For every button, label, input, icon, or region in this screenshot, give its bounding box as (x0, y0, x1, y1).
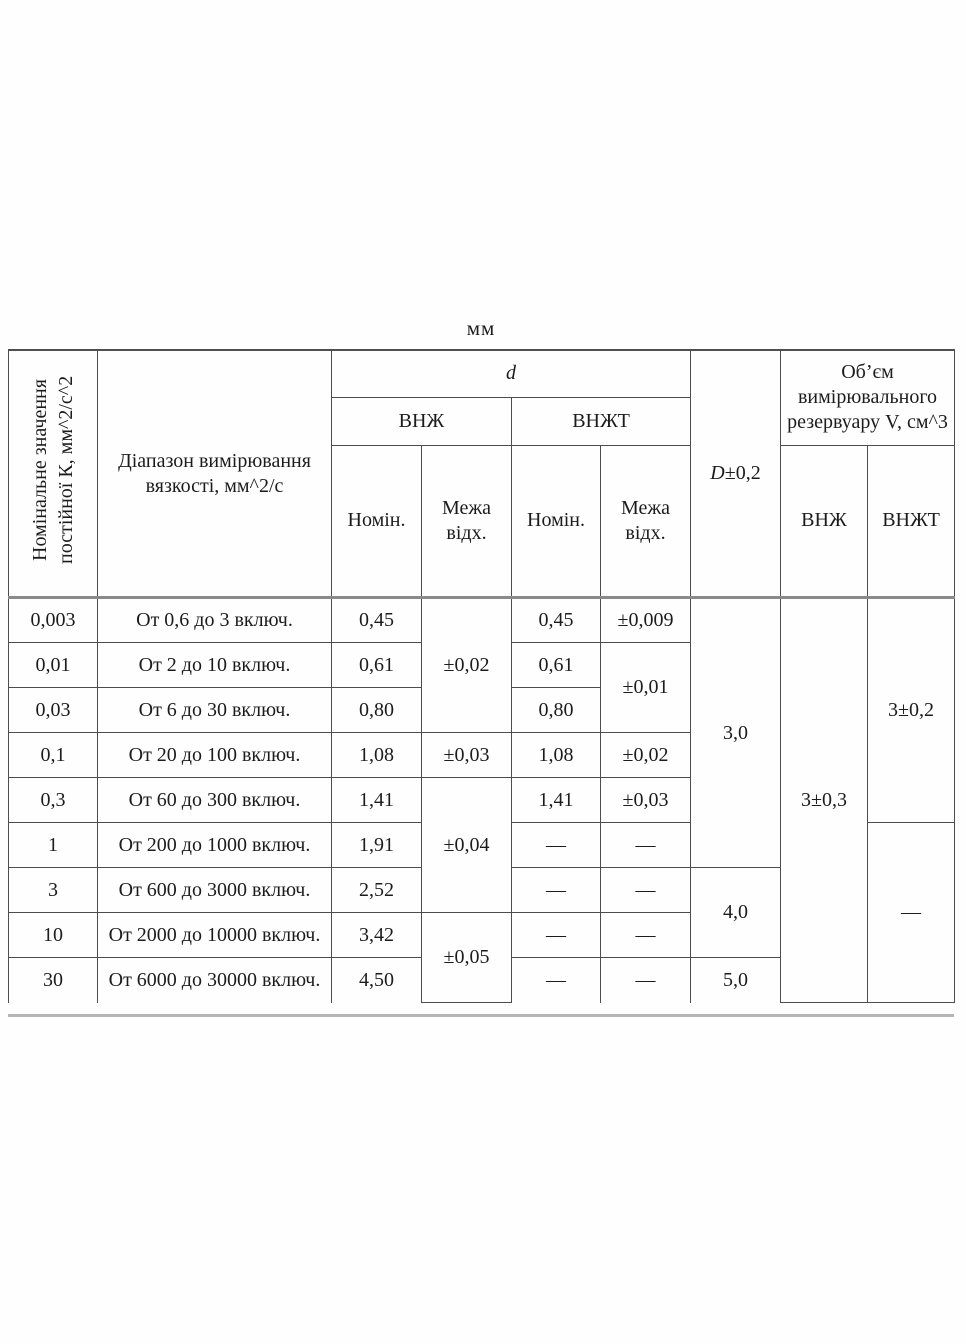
cell-k: 0,1 (8, 732, 98, 778)
cell-vnzht-deviation: — (600, 822, 691, 868)
cell-vnzh-nominal: 0,61 (331, 642, 422, 688)
cell-vnzht-nominal: 0,80 (511, 687, 601, 733)
viscometer-spec-table: Номінальне значення постійної К, мм^2/с^… (8, 349, 956, 1003)
column-header-volume-vnzht: ВНЖТ (866, 444, 956, 600)
cell-volume-vnzh: 3±0,3 (780, 597, 868, 1003)
cell-k: 30 (8, 957, 98, 1003)
cell-vnzh-nominal: 2,52 (331, 867, 422, 913)
diameter-symbol: D (710, 462, 725, 484)
cell-vnzht-nominal: 1,08 (511, 732, 601, 778)
cell-vnzht-deviation: ±0,03 (600, 777, 691, 823)
cell-vnzht-nominal: — (511, 867, 601, 913)
cell-vnzh-nominal: 0,45 (331, 597, 422, 643)
cell-vnzh-nominal: 1,91 (331, 822, 422, 868)
cell-range: От 600 до 3000 включ. (97, 867, 332, 913)
cell-k: 0,3 (8, 777, 98, 823)
cell-diameter: 3,0 (690, 597, 781, 868)
table-row: 3 От 600 до 3000 включ. 2,52 — — 4,0 (8, 867, 955, 958)
cell-range: От 0,6 до 3 включ. (97, 597, 332, 643)
column-header-vnzh-nominal: Номін. (331, 444, 422, 600)
cell-vnzh-nominal: 0,80 (331, 687, 422, 733)
cell-range: От 60 до 300 включ. (97, 777, 332, 823)
column-header-volume-vnzh: ВНЖ (780, 444, 868, 600)
cell-k: 0,003 (8, 597, 98, 643)
cell-vnzht-deviation: — (600, 957, 691, 1003)
column-header-viscosity-range: Діапазон вимірювання вязкості, мм^2/с (97, 349, 332, 599)
table-row: 0,3 От 60 до 300 включ. 1,41 ±0,04 1,41 … (8, 777, 955, 913)
table-row: 0,003 От 0,6 до 3 включ. 0,45 ±0,02 0,45… (8, 597, 956, 1003)
column-header-vnzht-deviation: Межа відх. (600, 444, 691, 600)
unit-label: мм (466, 316, 496, 340)
column-group-volume: Об’єм вимірювального резервуару V, см^3 (779, 349, 956, 446)
table-row: 0,01 От 2 до 10 включ. 0,61 0,61 ±0,01 (8, 642, 955, 733)
cell-vnzht-nominal: 0,61 (511, 642, 601, 688)
cell-volume-vnzht: 3±0,2 (866, 597, 956, 823)
cell-range: От 6 до 30 включ. (97, 687, 332, 733)
cell-vnzh-nominal: 4,50 (331, 957, 422, 1003)
cell-range: От 200 до 1000 включ. (97, 822, 332, 868)
table-row: 0,1 От 20 до 100 включ. 1,08 ±0,03 1,08 … (8, 732, 955, 778)
cell-k: 0,03 (8, 687, 98, 733)
cell-k: 0,01 (8, 642, 98, 688)
column-group-vnzht: ВНЖТ (511, 396, 691, 446)
cell-vnzh-nominal: 1,41 (331, 777, 422, 823)
table-row: 30 От 6000 до 30000 включ. 4,50 — — 5,0 (8, 957, 955, 1003)
cell-vnzht-deviation: ±0,02 (600, 732, 691, 778)
table-row: 1 От 200 до 1000 включ. 1,91 — — — (8, 822, 956, 1003)
column-header-diameter: D±0,2 (690, 349, 781, 599)
cell-k: 1 (8, 822, 98, 868)
cell-vnzh-deviation: ±0,03 (421, 732, 512, 778)
cell-range: От 2000 до 10000 включ. (97, 912, 332, 958)
cell-volume-vnzht: — (866, 822, 956, 1003)
column-group-vnzh: ВНЖ (331, 396, 512, 446)
cell-vnzht-nominal: — (511, 912, 601, 958)
cell-vnzht-deviation: ±0,009 (600, 597, 691, 643)
table-row: 10 От 2000 до 10000 включ. 3,42 ±0,05 — … (8, 912, 955, 1003)
table-bottom-rule (8, 1014, 954, 1017)
cell-vnzh-deviation: ±0,02 (421, 597, 512, 733)
cell-vnzht-nominal: — (511, 822, 601, 868)
diameter-tolerance: ±0,2 (724, 462, 761, 484)
cell-vnzht-deviation: — (600, 867, 691, 913)
column-header-vnzht-nominal: Номін. (511, 444, 601, 600)
cell-vnzh-nominal: 1,08 (331, 732, 422, 778)
table-row: 0,03 От 6 до 30 включ. 0,80 0,80 (8, 687, 955, 733)
cell-diameter: 5,0 (690, 957, 781, 1003)
cell-diameter: 4,0 (690, 867, 781, 958)
column-header-vnzh-deviation: Межа відх. (421, 444, 512, 600)
cell-vnzht-nominal: 0,45 (511, 597, 601, 643)
column-header-k-constant: Номінальне значення постійної К, мм^2/с^… (8, 349, 98, 599)
cell-vnzht-nominal: 1,41 (511, 777, 601, 823)
cell-vnzht-nominal: — (511, 957, 601, 1003)
cell-range: От 2 до 10 включ. (97, 642, 332, 688)
cell-k: 3 (8, 867, 98, 913)
cell-vnzht-deviation: ±0,01 (600, 642, 691, 733)
column-group-d: d (331, 349, 691, 398)
cell-vnzh-deviation: ±0,04 (421, 777, 512, 913)
cell-vnzht-deviation: — (600, 912, 691, 958)
cell-vnzh-deviation: ±0,05 (421, 912, 512, 1003)
cell-range: От 20 до 100 включ. (97, 732, 332, 778)
column-header-k-constant-text: Номінальне значення постійної К, мм^2/с^… (29, 375, 77, 565)
cell-k: 10 (8, 912, 98, 958)
cell-vnzh-nominal: 3,42 (331, 912, 422, 958)
cell-range: От 6000 до 30000 включ. (97, 957, 332, 1003)
